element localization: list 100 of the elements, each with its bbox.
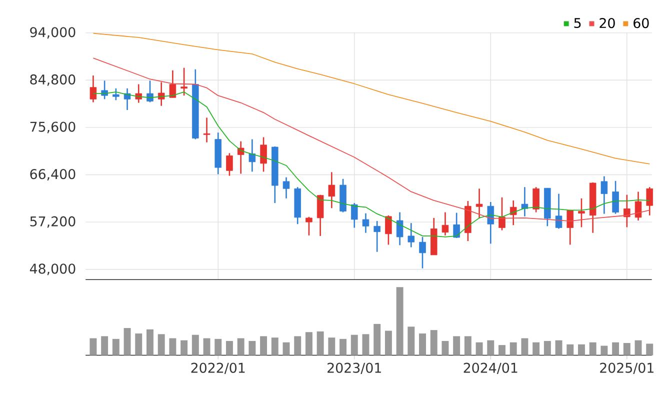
candlestick [646, 186, 653, 216]
candlestick [578, 198, 585, 228]
bar [158, 334, 165, 356]
bar [419, 333, 426, 356]
bar [442, 340, 449, 356]
bar [396, 287, 404, 356]
candlestick [306, 216, 312, 236]
x-tick-label: 2023/01 [328, 362, 381, 374]
bar [464, 336, 472, 356]
bar [350, 334, 358, 356]
x-tick-label: 2024/01 [464, 362, 518, 374]
candlestick [124, 88, 131, 111]
candlestick [408, 222, 415, 248]
bar [328, 338, 336, 356]
bar [101, 336, 108, 356]
bar [146, 329, 154, 356]
bar [578, 344, 585, 356]
bar [248, 340, 256, 356]
candlestick [90, 74, 97, 103]
bar [226, 340, 233, 356]
y-tick-label: 66,400 [30, 168, 76, 180]
bar [362, 334, 370, 356]
bar [169, 338, 176, 356]
bar [498, 345, 506, 356]
candlestick [487, 201, 494, 244]
x-tick-label: 2022/01 [191, 362, 245, 374]
bar [487, 340, 494, 356]
y-tick-label: 75,600 [30, 122, 76, 134]
candlestick [612, 180, 619, 214]
y-tick-label: 94,000 [30, 27, 76, 39]
candlestick [180, 67, 188, 96]
bar [124, 328, 131, 356]
bar [214, 338, 222, 356]
bar [271, 338, 278, 356]
candlestick [316, 194, 324, 237]
bar [384, 330, 392, 356]
bar [612, 342, 620, 356]
candlestick [374, 220, 380, 253]
candlestick [396, 212, 404, 246]
legend-label: 60 [634, 18, 649, 28]
candlestick [350, 202, 358, 228]
candlestick [169, 70, 176, 98]
bar [237, 338, 244, 356]
bar [316, 331, 324, 356]
candlestick [532, 186, 540, 213]
bar [282, 342, 290, 356]
bar [589, 342, 596, 356]
candlestick [362, 212, 370, 234]
line-series [92, 32, 650, 164]
candlestick [146, 80, 154, 103]
x-tick-label: 2025/01 [600, 362, 654, 374]
candlestick [624, 194, 630, 228]
bar [634, 340, 642, 356]
bar [555, 340, 562, 356]
candlestick [385, 214, 392, 246]
bar [180, 340, 188, 356]
bar [112, 338, 120, 356]
candlestick [203, 117, 210, 143]
candlestick [510, 200, 517, 226]
bar [135, 333, 142, 356]
candlestick [521, 186, 528, 218]
bar [521, 338, 528, 356]
bar [192, 334, 199, 356]
candlestick [442, 212, 449, 236]
bar [374, 324, 381, 356]
bar [453, 336, 460, 356]
candlestick [248, 138, 256, 172]
candlestick [237, 140, 244, 174]
bar [532, 342, 540, 356]
bar [305, 332, 312, 356]
candlestick [498, 196, 506, 231]
candlestick [476, 188, 483, 220]
candlestick [260, 136, 267, 172]
bar [646, 344, 654, 356]
bar [544, 340, 551, 356]
bar [340, 338, 347, 356]
bar [566, 344, 574, 356]
bar [623, 342, 630, 356]
legend-label: 5 [574, 18, 581, 28]
bar [430, 330, 438, 356]
candlestick [419, 236, 426, 269]
candlestick [226, 152, 233, 176]
candlestick [634, 191, 642, 222]
bar [408, 326, 415, 356]
bar [90, 338, 97, 356]
bar [260, 336, 268, 356]
candlestick [282, 176, 290, 200]
legend-label: 20 [600, 18, 615, 28]
bar [600, 346, 608, 356]
candlestick [135, 84, 142, 104]
y-tick-label: 48,000 [30, 264, 76, 276]
bar [476, 342, 483, 356]
y-tick-label: 57,200 [30, 216, 76, 228]
bar [203, 338, 210, 356]
candlestick [555, 193, 562, 230]
candlestick [566, 210, 574, 246]
y-tick-label: 84,800 [30, 74, 76, 86]
candlestick [112, 88, 120, 101]
candlestick [328, 172, 336, 209]
candlestick [158, 82, 165, 106]
